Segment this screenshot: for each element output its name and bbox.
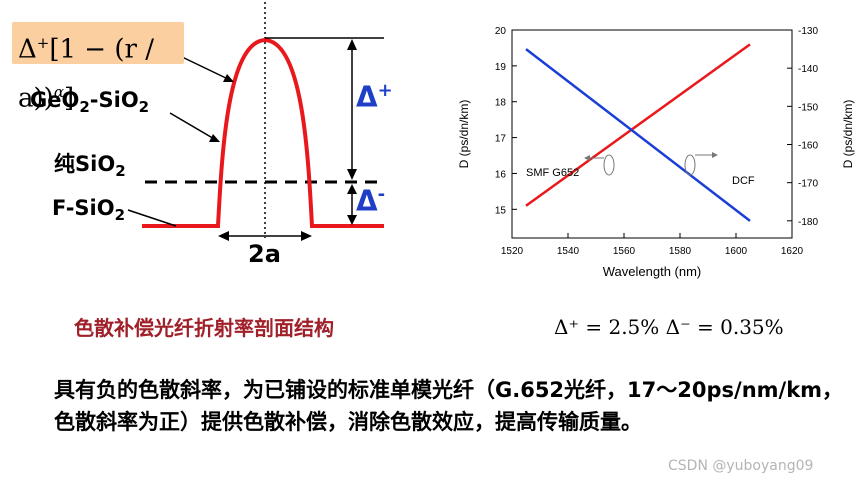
smf-annotation-arrowhead xyxy=(584,155,590,161)
smf-series-label: SMF G652 xyxy=(526,167,579,179)
geo-pointer xyxy=(169,112,217,141)
x-axis-ticks: 1520 1540 1560 1580 1600 1620 xyxy=(501,233,804,257)
chart-series xyxy=(525,43,751,222)
x-tick-label: 1620 xyxy=(781,246,804,257)
label-geo2-sio2: GeO2-SiO2 xyxy=(30,88,150,117)
formula-delta: Δ xyxy=(18,34,37,65)
index-profile-curve xyxy=(142,37,384,228)
x-tick-label: 1580 xyxy=(669,246,692,257)
chart-plot-area xyxy=(511,29,793,239)
right-tick-label: -180 xyxy=(798,217,818,228)
geo-pointer-head xyxy=(209,134,220,142)
formula-close: ] xyxy=(63,83,75,114)
profile-formula: Δ+[1 − (r / a))α] xyxy=(12,22,184,113)
delta-plus-arrowhead-top xyxy=(347,39,357,50)
width-arrowhead-left xyxy=(218,231,229,241)
left-tick-label: 17 xyxy=(495,134,507,145)
smf-annotation-ellipse xyxy=(603,154,615,176)
left-tick-label: 20 xyxy=(495,26,507,37)
f-sio2-pointer xyxy=(127,209,177,227)
watermark: CSDN @yuboyang09 xyxy=(668,458,814,474)
dcf-series-label: DCF xyxy=(732,175,755,187)
delta-minus-arrowhead-bottom xyxy=(347,215,357,225)
description-text: 具有负的色散斜率，为已铺设的标准单模光纤（G.652光纤，17～20ps/nm/… xyxy=(54,378,844,434)
formula-pointer xyxy=(179,55,231,81)
right-tick-label: -170 xyxy=(798,179,818,190)
left-tick-label: 18 xyxy=(495,98,507,109)
x-tick-label: 1600 xyxy=(725,246,748,257)
left-axis-label: D (ps/dn/km) xyxy=(457,100,471,169)
formula-pointer-head xyxy=(223,74,234,82)
series-line-dcf xyxy=(525,48,751,222)
formula-sup: + xyxy=(36,34,50,52)
formula-rest: [1 − (r / a) xyxy=(18,34,154,114)
right-tick-label: -150 xyxy=(798,102,818,113)
x-tick-label: 1540 xyxy=(557,246,580,257)
left-tick-label: 16 xyxy=(495,169,507,180)
right-axis-label: D (ps/dn/km) xyxy=(841,100,855,169)
series-line-smf-g652 xyxy=(525,43,751,207)
label-pure-sio2: 纯SiO2 xyxy=(54,152,126,181)
right-axis-ticks: -180 -170 -160 -150 -140 -130 xyxy=(787,26,818,228)
delta-plus-arrowhead-bottom xyxy=(347,169,357,180)
figure-caption: 色散补偿光纤折射率剖面结构 xyxy=(74,316,334,340)
formula-alpha: α xyxy=(53,82,64,101)
label-core-width: 2a xyxy=(248,240,281,268)
width-arrowhead-right xyxy=(301,231,312,241)
right-tick-label: -140 xyxy=(798,64,818,75)
dispersion-chart: 1520 1540 1560 1580 1600 1620 15 16 17 18 19 20 -1… xyxy=(457,26,855,279)
x-tick-label: 1560 xyxy=(613,246,636,257)
label-delta-minus: Δ- xyxy=(356,184,386,218)
delta-parameters: Δ⁺ = 2.5% Δ⁻ = 0.35% xyxy=(554,315,784,339)
x-axis-label: Wavelength (nm) xyxy=(603,264,702,279)
index-profile-diagram xyxy=(127,2,385,241)
delta-minus-arrowhead-top xyxy=(347,184,357,194)
label-delta-plus: Δ+ xyxy=(356,80,393,114)
left-axis-ticks: 15 16 17 18 19 20 xyxy=(495,26,517,216)
label-f-sio2: F-SiO2 xyxy=(52,196,126,225)
left-tick-label: 15 xyxy=(495,205,507,216)
dcf-annotation-ellipse xyxy=(684,154,696,176)
x-tick-label: 1520 xyxy=(501,246,524,257)
dcf-annotation-arrowhead xyxy=(712,152,718,158)
right-tick-label: -130 xyxy=(798,26,818,37)
left-tick-label: 19 xyxy=(495,62,507,73)
right-tick-label: -160 xyxy=(798,140,818,151)
